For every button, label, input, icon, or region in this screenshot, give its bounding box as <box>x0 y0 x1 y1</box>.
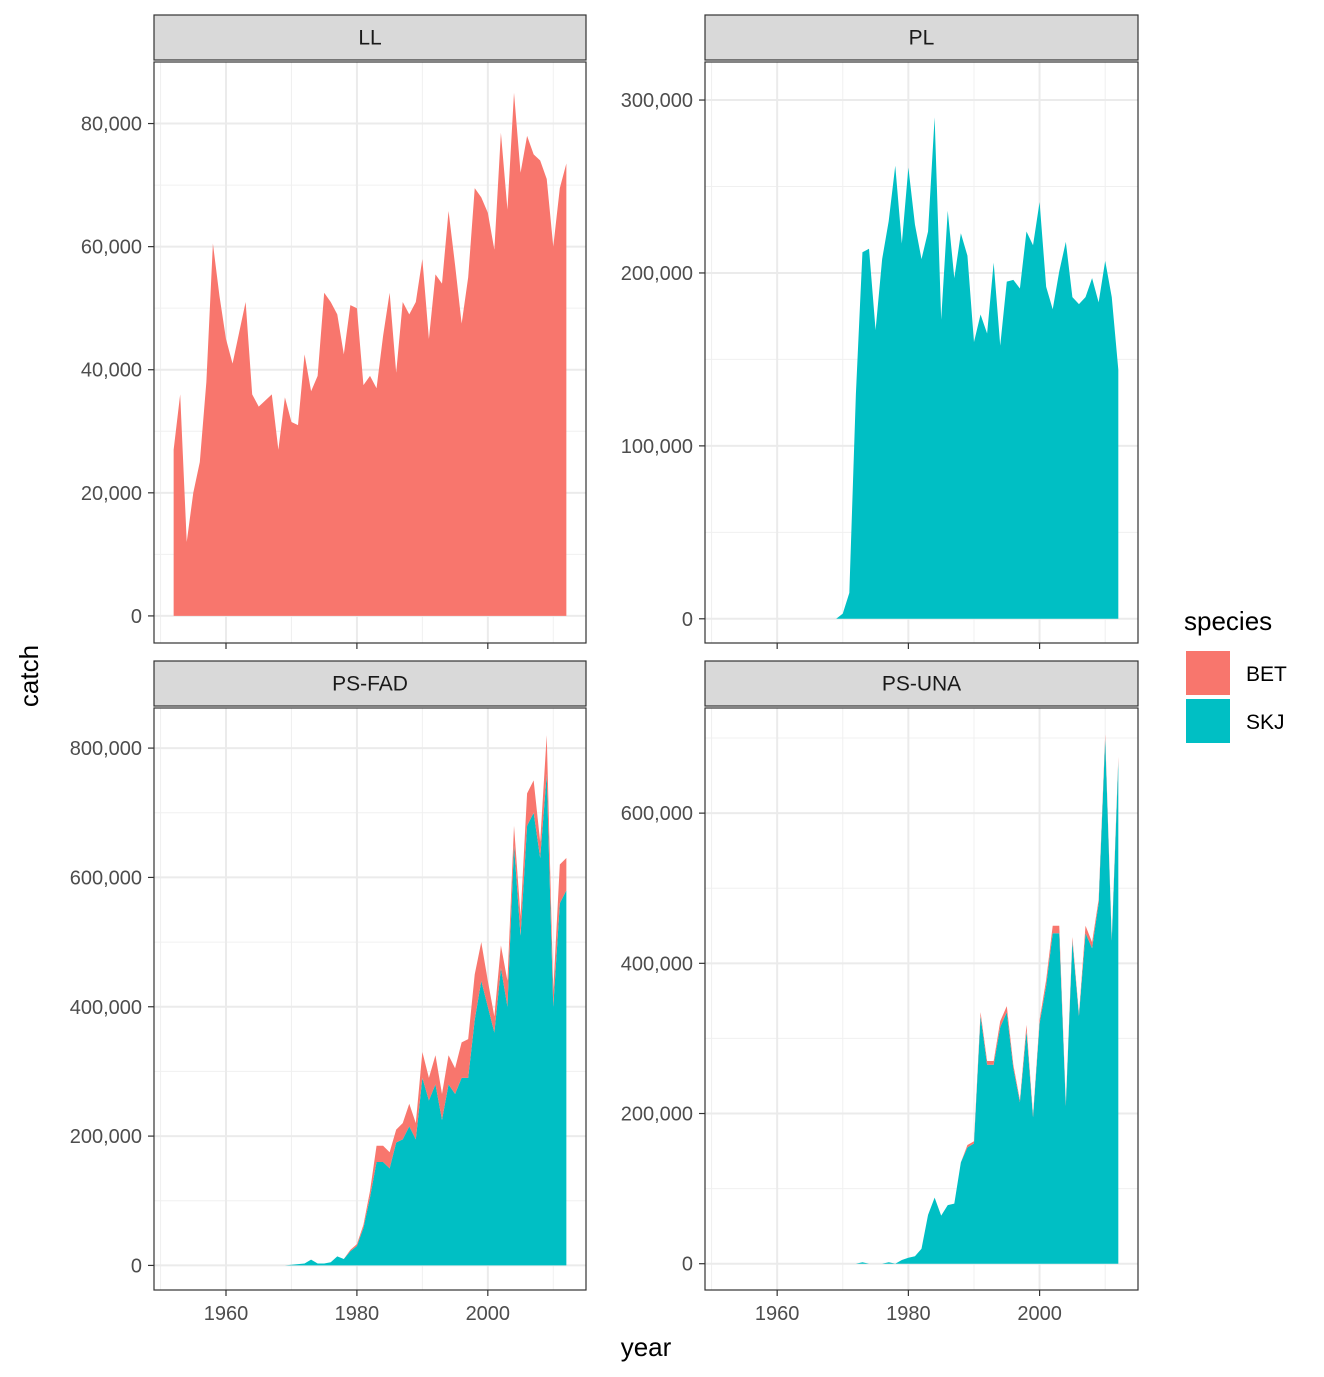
y-tick-label: 80,000 <box>81 114 142 136</box>
x-tick-label: 1960 <box>204 1303 249 1325</box>
y-tick-label: 400,000 <box>70 997 142 1019</box>
strip-label-pl: PL <box>909 27 935 50</box>
x-tick-label: 2000 <box>466 1303 511 1325</box>
x-axis-title: year <box>621 1332 672 1362</box>
y-tick-label: 0 <box>131 1255 142 1277</box>
panel-border-ps-fad <box>153 707 587 1291</box>
x-tick-label: 1980 <box>886 1303 931 1325</box>
x-tick-label: 1960 <box>755 1303 800 1325</box>
facet-panels: LL 0 20,000 40,000 60,000 80,000 PL 0 100,000 200… <box>70 14 1139 1325</box>
legend-title: species <box>1184 606 1272 636</box>
legend-label-skj: SKJ <box>1246 711 1285 734</box>
panel-ll: LL 0 20,000 40,000 60,000 80,000 <box>81 14 587 649</box>
panel-ps-una: PS-UNA 0 200,000 400,000 600,000 1960 1980 2000 <box>621 660 1139 1325</box>
y-tick-label: 200,000 <box>621 1104 693 1126</box>
y-axis-title: catch <box>14 645 44 707</box>
y-tick-label: 600,000 <box>621 803 693 825</box>
area-pl-skj <box>836 117 1119 619</box>
y-tick-label: 100,000 <box>621 436 693 458</box>
y-tick-label: 800,000 <box>70 738 142 760</box>
x-tick-label: 1980 <box>335 1303 380 1325</box>
panel-pl: PL 0 100,000 200,000 300,000 <box>621 14 1139 649</box>
y-tick-label: 600,000 <box>70 867 142 889</box>
panel-border-ps-una <box>704 707 1139 1291</box>
y-tick-label: 300,000 <box>621 90 693 112</box>
y-tick-label: 0 <box>131 606 142 628</box>
y-tick-label: 400,000 <box>621 953 693 975</box>
x-tick-label: 2000 <box>1017 1303 1062 1325</box>
legend-key-skj <box>1186 699 1230 743</box>
y-tick-label: 40,000 <box>81 360 142 382</box>
strip-label-ll: LL <box>358 27 381 50</box>
strip-label-ps-fad: PS-FAD <box>332 673 408 696</box>
strip-pl <box>704 14 1139 61</box>
y-tick-label: 0 <box>682 609 693 631</box>
area-ll-bet <box>173 92 567 616</box>
y-tick-label: 60,000 <box>81 237 142 259</box>
strip-ps-una <box>704 660 1139 707</box>
panel-border-pl <box>704 61 1139 644</box>
y-tick-label: 200,000 <box>621 263 693 285</box>
strip-ll <box>153 14 587 61</box>
area-ps-fad-skj <box>284 773 567 1266</box>
legend: species BET SKJ <box>1184 606 1287 743</box>
legend-key-bet <box>1186 651 1230 695</box>
legend-label-bet: BET <box>1246 663 1287 686</box>
strip-ps-fad <box>153 660 587 707</box>
panel-ps-fad: PS-FAD 0 200,000 400,000 600,000 800,000 1960 1… <box>70 660 587 1325</box>
area-ps-una-skj <box>855 738 1119 1264</box>
panel-border-ll <box>153 61 587 644</box>
y-tick-label: 200,000 <box>70 1126 142 1148</box>
y-tick-label: 0 <box>682 1254 693 1276</box>
y-tick-label: 20,000 <box>81 483 142 505</box>
strip-label-ps-una: PS-UNA <box>882 673 961 696</box>
